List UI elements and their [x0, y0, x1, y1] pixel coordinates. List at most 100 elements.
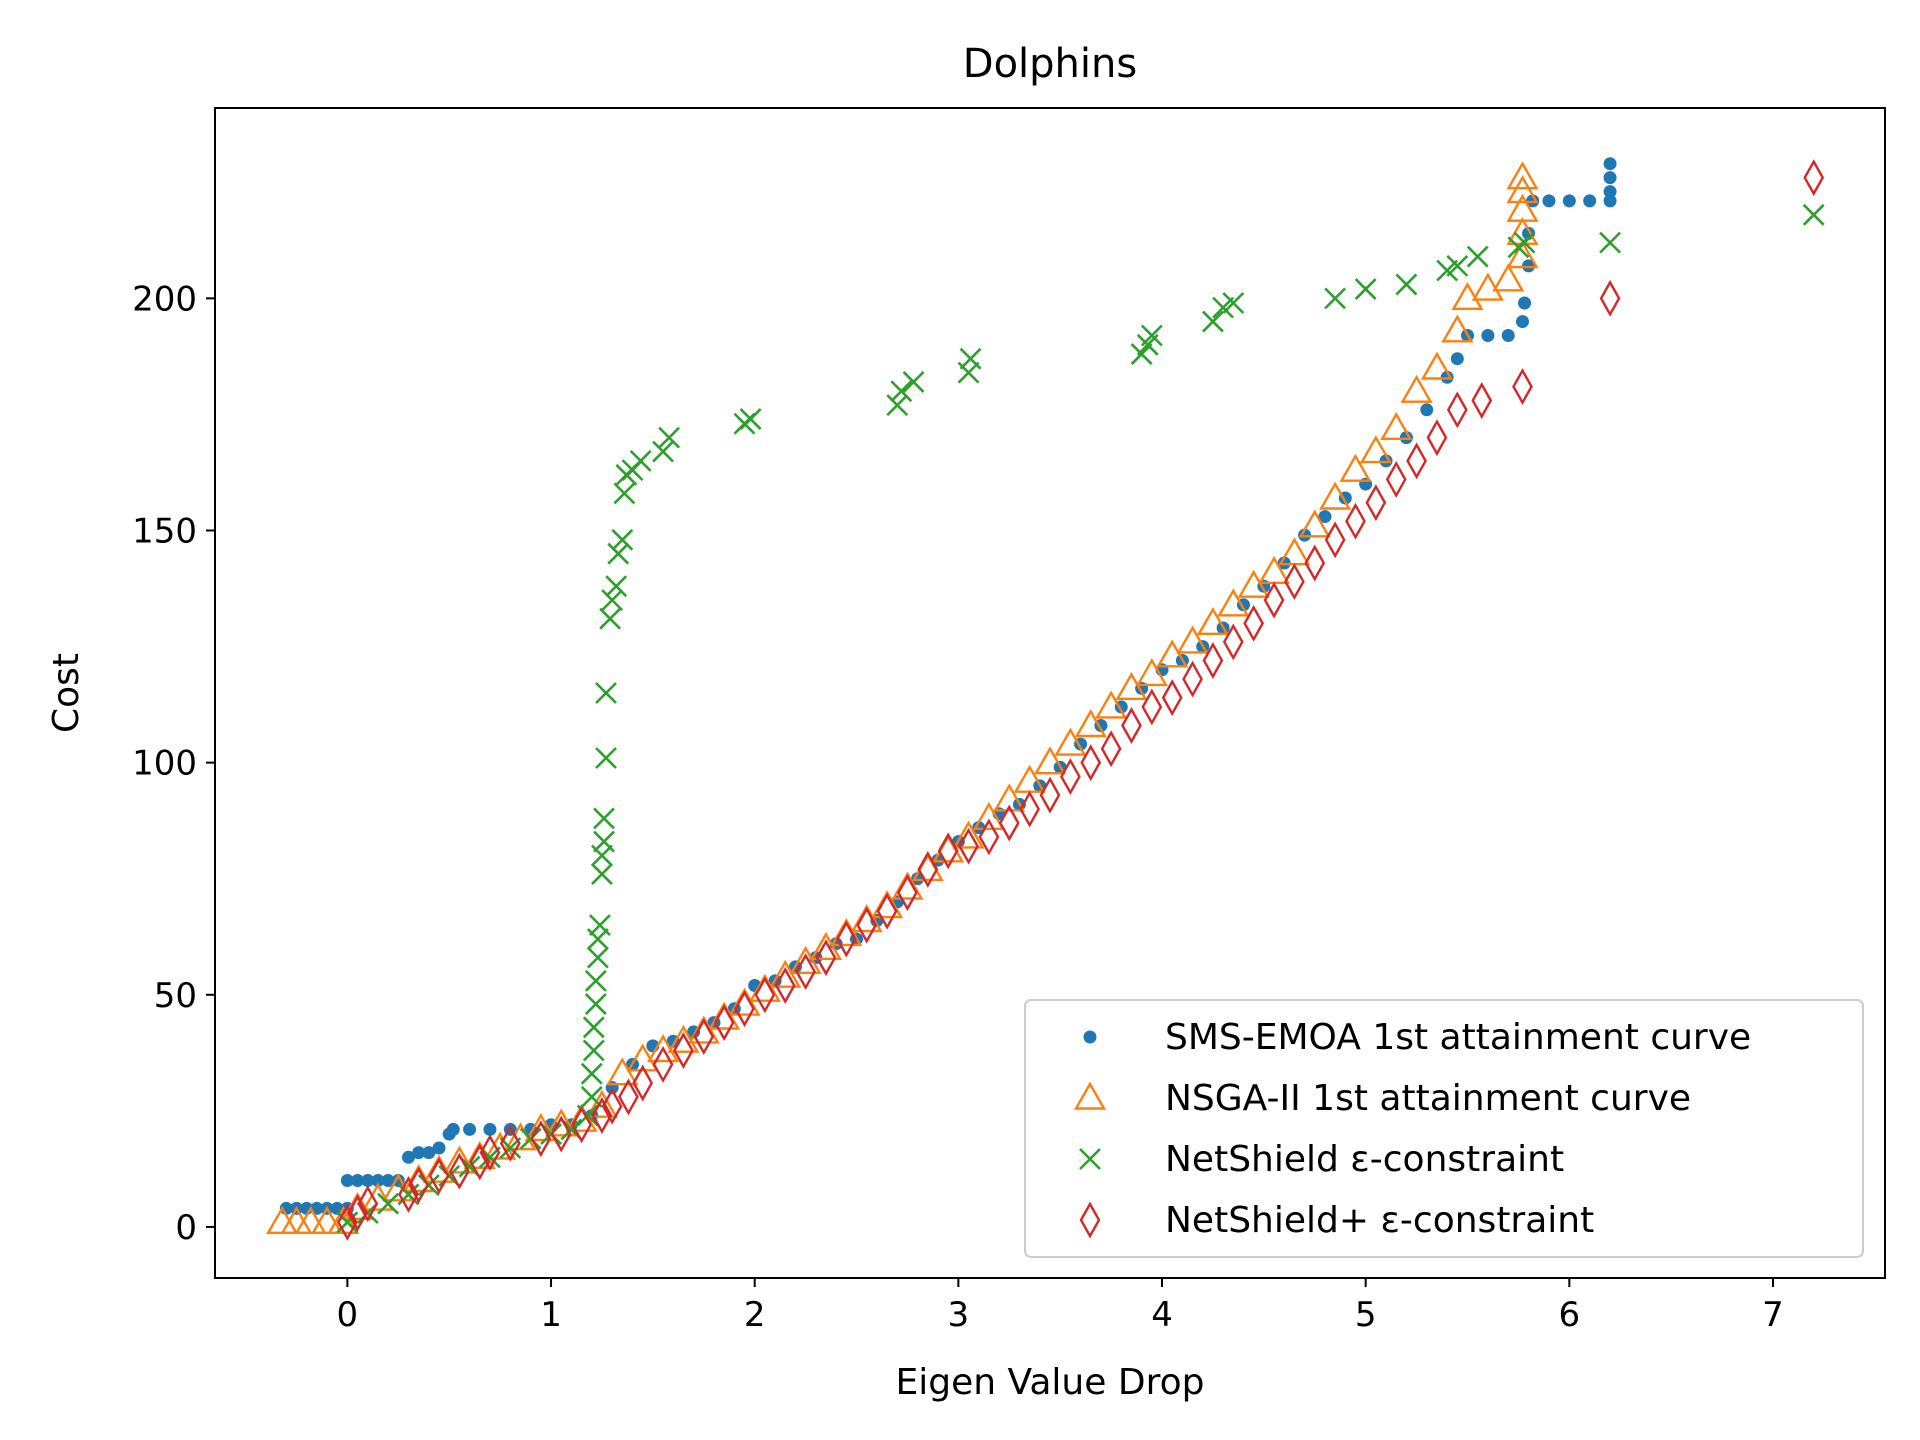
series-4-point — [1365, 484, 1387, 522]
series-3-point — [601, 589, 624, 612]
plot-marks — [266, 157, 1825, 1241]
series-2-point — [809, 931, 843, 961]
series-2-point — [687, 1015, 720, 1044]
x-tick-label: 3 — [948, 1295, 970, 1335]
series-2-point — [1156, 639, 1189, 668]
series-3-point — [1802, 203, 1825, 226]
series-3-point — [890, 380, 913, 403]
series-4-point — [1202, 642, 1224, 679]
series-1-point — [1603, 194, 1617, 208]
series-4-point — [1019, 790, 1041, 828]
series-3-point — [959, 347, 982, 370]
series-4-point — [713, 1004, 735, 1042]
series-4-point — [1222, 623, 1244, 661]
series-1-point — [1583, 194, 1597, 208]
series-2-point — [769, 959, 802, 988]
series-3-point — [1466, 245, 1489, 268]
x-tick-label: 1 — [540, 1295, 562, 1335]
plot-frame — [214, 107, 1886, 1279]
series-1-point — [1603, 157, 1617, 171]
series-4-point — [1406, 442, 1427, 480]
series-4-point — [795, 953, 816, 991]
series-2-point — [1115, 671, 1148, 701]
x-tick-label: 6 — [1559, 1295, 1581, 1335]
series-1-point — [381, 1174, 395, 1187]
series-3-point — [1354, 278, 1377, 300]
series-3-point — [629, 449, 652, 472]
series-4-point — [1263, 581, 1285, 619]
series-3-point — [580, 1062, 603, 1085]
series-3-point — [584, 993, 607, 1015]
series-3-point — [1395, 273, 1418, 296]
series-4-point — [1100, 730, 1122, 768]
legend-label-4: NetShield+ ε-constraint — [1165, 1200, 1594, 1241]
series-4-point — [550, 1115, 572, 1153]
series-4-point — [693, 1018, 715, 1056]
series-3-point — [586, 946, 609, 969]
y-axis-label: Cost — [46, 653, 87, 733]
series-3-point — [1324, 287, 1347, 310]
chart-title: Dolphins — [963, 41, 1137, 87]
series-1-point — [1515, 315, 1529, 329]
y-tick-label: 200 — [132, 279, 197, 319]
series-4-point — [1121, 707, 1142, 744]
legend-marker-1 — [1083, 1030, 1097, 1044]
series-4-point — [978, 818, 1000, 856]
series-4-point — [1284, 563, 1305, 601]
series-1-point — [340, 1174, 354, 1187]
series-1-point — [1518, 296, 1532, 310]
series-4-point — [1059, 758, 1081, 796]
series-1-point — [1522, 259, 1536, 273]
series-1-point — [1399, 431, 1413, 445]
y-axis: 0 50 100 150 200 — [132, 279, 215, 1248]
series-2-point — [952, 820, 985, 849]
series-2-point — [1339, 453, 1372, 482]
series-4-point — [601, 1087, 623, 1125]
series-1-point — [1562, 194, 1576, 208]
series-2-point — [1380, 411, 1413, 441]
series-1-point — [1318, 510, 1332, 524]
series-4-point — [998, 804, 1020, 842]
series-3-point — [1140, 324, 1163, 347]
series-2-point — [1074, 709, 1107, 738]
series-4-point — [449, 1152, 470, 1190]
series-2-point — [1441, 314, 1474, 343]
series-4-point — [357, 1185, 379, 1223]
series-3-point — [739, 408, 762, 430]
series-4-point — [530, 1120, 552, 1158]
series-3-point — [377, 1192, 400, 1215]
series-1-point — [1440, 370, 1454, 384]
series-3-point — [599, 607, 622, 630]
series-3-point — [1202, 310, 1224, 333]
legend-label-1: SMS-EMOA 1st attainment curve — [1165, 1017, 1751, 1058]
series-1-point — [1542, 194, 1556, 208]
series-4-points — [337, 159, 1825, 1241]
series-3-point — [607, 542, 630, 565]
series-4-point — [1080, 744, 1102, 782]
series-4-point — [1426, 419, 1448, 457]
series-2-point — [1176, 625, 1209, 654]
legend-label-3: NetShield ε-constraint — [1165, 1139, 1564, 1180]
series-4-point — [1512, 368, 1533, 406]
series-2-point — [850, 904, 883, 933]
series-1-point — [351, 1174, 365, 1187]
series-3-point — [605, 575, 628, 598]
series-3-point — [582, 1016, 605, 1039]
series-4-point — [347, 1194, 368, 1232]
series-1-point — [361, 1174, 375, 1187]
series-1-point — [422, 1146, 436, 1160]
series-4-point — [937, 832, 959, 870]
series-2-point — [310, 1205, 344, 1234]
series-3-point — [584, 969, 607, 992]
series-3-point — [588, 914, 611, 937]
series-1-point — [1277, 556, 1291, 570]
series-1-point — [1526, 194, 1540, 208]
series-2-point — [1400, 374, 1433, 403]
x-tick-label: 0 — [337, 1295, 359, 1335]
series-4-point — [1803, 159, 1825, 197]
series-2-point — [708, 1001, 741, 1030]
series-4-point — [591, 1097, 613, 1134]
series-1-point — [401, 1150, 415, 1164]
series-3-point — [902, 371, 925, 393]
